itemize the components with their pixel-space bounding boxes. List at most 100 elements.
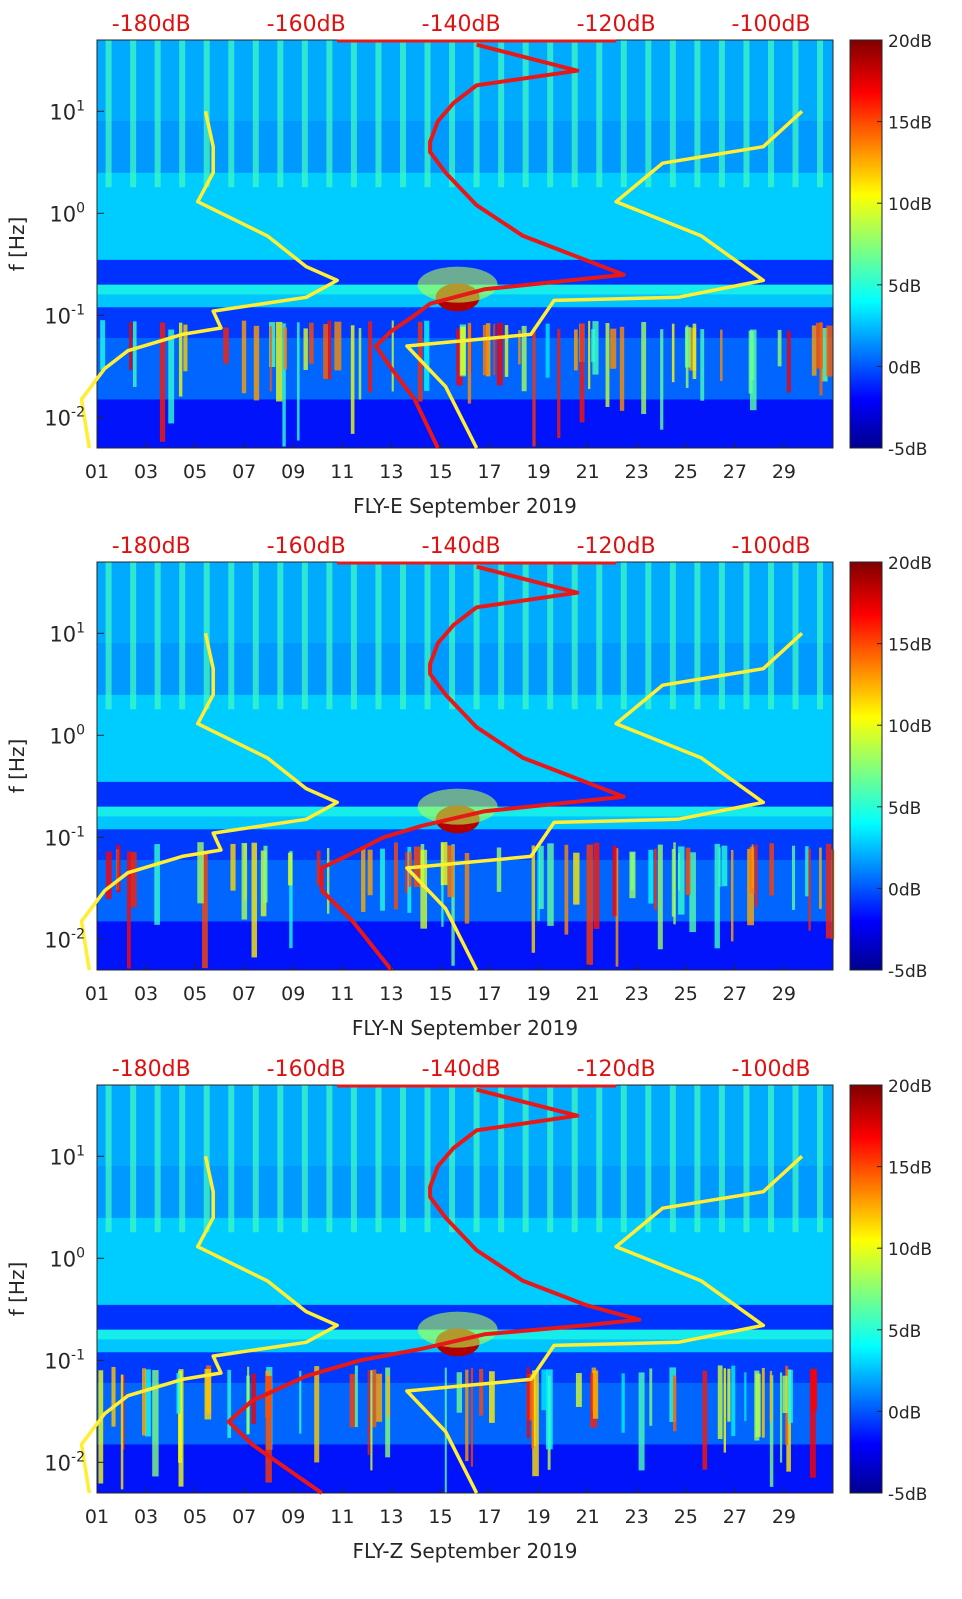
top-axis-label: -100dB (732, 1057, 811, 1082)
spectrogram-stripe (596, 1085, 603, 1233)
colorbar (849, 1084, 883, 1494)
spectrogram-burst (669, 1367, 676, 1422)
microseism-halo (417, 788, 498, 825)
spectrogram-stripe (571, 40, 578, 188)
spectrogram-stripe (522, 40, 529, 188)
spectrogram-burst (327, 320, 332, 380)
x-tick-label: 11 (330, 461, 354, 483)
spectrogram-burst (657, 844, 663, 950)
spectrogram-burst (537, 848, 540, 921)
colorbar-label: 0dB (888, 880, 921, 900)
spectrogram-stripe (767, 40, 774, 188)
spectrogram-burst (689, 852, 696, 933)
spectrogram-burst (122, 1375, 125, 1450)
spectrogram-burst (269, 322, 276, 367)
spectrogram-stripe (154, 562, 161, 710)
x-tick-label: 13 (379, 983, 403, 1005)
microseism-halo (417, 266, 498, 303)
spectrogram-burst (380, 848, 385, 911)
colorbar-label: 20dB (888, 32, 932, 52)
spectrogram-burst (531, 845, 536, 953)
spectrogram-burst (744, 1372, 747, 1422)
x-tick-label: 27 (723, 983, 747, 1005)
x-tick-label: 25 (674, 461, 698, 483)
spectrogram-burst (470, 1367, 474, 1467)
spectrogram-burst (98, 1370, 104, 1484)
x-tick-label: 01 (85, 461, 109, 483)
spectrogram-stripe (105, 1085, 112, 1233)
spectrogram-band (97, 1217, 833, 1305)
x-tick-label: 19 (527, 1506, 551, 1528)
yellow-curve-high-noise-model (405, 110, 804, 449)
spectrogram-band (97, 1166, 833, 1218)
spectrogram-burst (518, 330, 521, 365)
panel-east: -180dB -160dB -140dB -120dB -100dB 01 03 05 07 09… (5, 12, 932, 518)
spectrogram-burst (456, 328, 463, 386)
colorbar-label: 5dB (888, 799, 921, 819)
colorbar-label: 20dB (888, 1077, 932, 1097)
spectrogram-burst (648, 849, 654, 904)
spectrogram-burst (532, 1370, 539, 1477)
x-axis-label: FLY-N September 2019 (352, 1016, 578, 1040)
spectrogram-stripe (449, 40, 456, 188)
spectrogram-burst (641, 322, 647, 415)
spectrogram-burst (287, 852, 293, 886)
x-tick-label: 25 (674, 1506, 698, 1528)
spectrogram-burst (493, 323, 496, 375)
spectrogram-burst (532, 327, 536, 447)
x-tick-label: 27 (723, 461, 747, 483)
x-tick-label: 05 (183, 461, 207, 483)
y-tick-label: 10-1 (44, 1347, 85, 1373)
colorbar-label: 10dB (888, 717, 932, 737)
spectrogram-burst (521, 325, 527, 392)
microseism-halo (417, 1311, 498, 1348)
top-axis-label: -160dB (267, 534, 346, 559)
top-axis-label: -180dB (112, 1057, 191, 1082)
x-tick-label: 01 (85, 1506, 109, 1528)
spectrogram-burst (638, 1372, 645, 1471)
x-tick-label: 09 (281, 1506, 305, 1528)
colorbar-label: 15dB (888, 1159, 932, 1179)
spectrogram-band (97, 172, 833, 260)
spectrogram-burst (619, 326, 625, 411)
spectrogram-burst (605, 323, 610, 407)
red-curve-median-psd (373, 42, 626, 449)
spectrogram-burst (593, 842, 600, 929)
spectrogram-burst (420, 849, 428, 929)
spectrogram-burst (223, 327, 229, 364)
spectrogram-burst (786, 330, 791, 393)
spectrogram-stripe (547, 1085, 554, 1233)
spectrogram-stripe (694, 40, 701, 188)
spectrogram-stripe (473, 562, 480, 710)
spectrogram-burst (372, 1369, 377, 1428)
spectrogram-stripe (473, 1085, 480, 1233)
colorbar-label: 10dB (888, 195, 932, 215)
spectrogram-burst (612, 845, 617, 917)
y-tick-label: 10-1 (44, 824, 85, 850)
spectrogram-burst (314, 1366, 320, 1463)
spectrogram-burst (761, 1367, 765, 1438)
spectrogram-burst (354, 1365, 358, 1428)
y-tick-label: 101 (49, 98, 85, 124)
spectrogram-burst (811, 325, 817, 376)
top-axis-label: -160dB (267, 1057, 346, 1082)
x-tick-label: 25 (674, 983, 698, 1005)
spectrogram-stripe (669, 562, 676, 710)
spectrogram-burst (145, 1369, 151, 1437)
spectrogram-burst (546, 1369, 553, 1450)
spectrogram-burst (296, 322, 300, 441)
spectrogram-stripe (252, 1085, 259, 1233)
x-axis-label: FLY-E September 2019 (353, 494, 577, 518)
x-tick-label: 15 (428, 1506, 452, 1528)
spectrogram-burst (782, 1375, 788, 1414)
spectrogram-burst (375, 1373, 383, 1422)
x-tick-label: 23 (625, 461, 649, 483)
spectrogram-stripe (350, 40, 357, 188)
spectrogram-stripe (375, 562, 382, 710)
spectrogram-stripe (277, 40, 284, 188)
spectrogram-burst (545, 323, 550, 378)
spectrogram-stripe (424, 562, 431, 710)
spectrogram-stripe (449, 562, 456, 710)
spectrogram-stripe (498, 562, 505, 710)
spectrogram-burst (586, 844, 593, 965)
